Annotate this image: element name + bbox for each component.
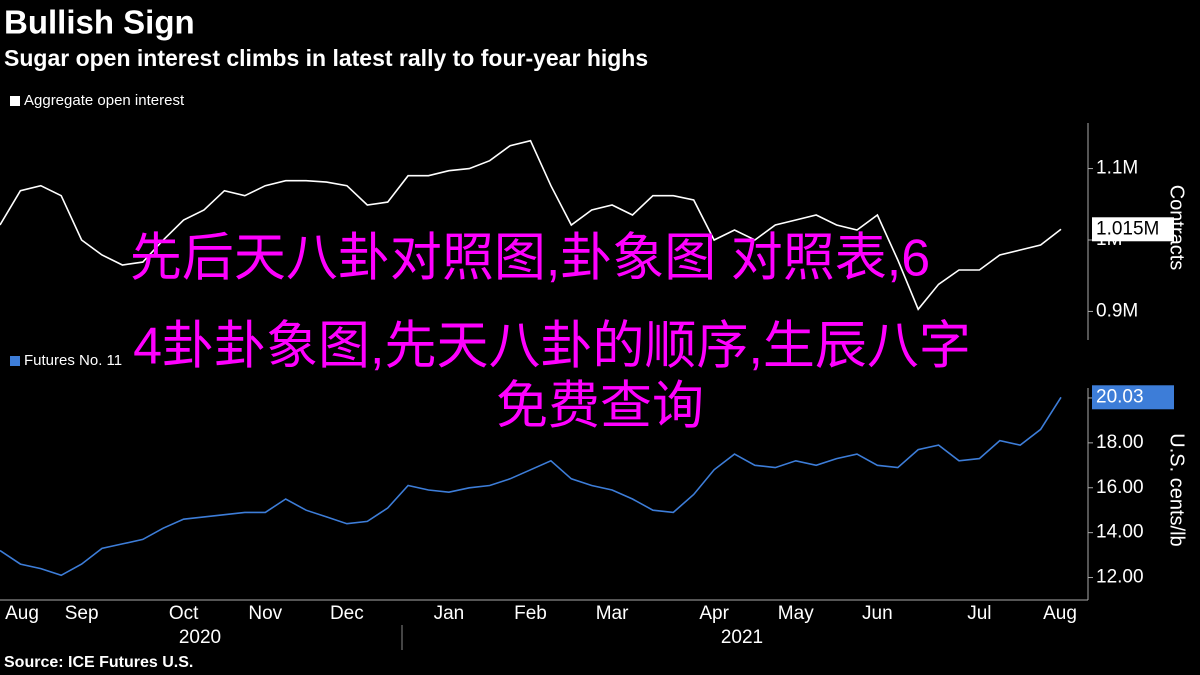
x-tick-label: Oct bbox=[169, 603, 199, 624]
overlay-text: 先后天八卦对照图,卦象图 对照表,6 bbox=[130, 230, 930, 288]
overlay-text: 4卦卦象图,先天八卦的顺序,生辰八字 bbox=[133, 318, 971, 376]
x-tick-label: May bbox=[778, 603, 814, 624]
year-label: 2021 bbox=[721, 627, 763, 648]
overlay-text: 免费查询 bbox=[496, 378, 704, 436]
last-value-label: 20.03 bbox=[1096, 386, 1144, 407]
y-tick-label: 16.00 bbox=[1096, 477, 1144, 498]
x-tick-label: Nov bbox=[248, 603, 282, 624]
legend-swatch bbox=[10, 356, 20, 366]
line-series bbox=[0, 396, 1062, 577]
x-tick-label: Apr bbox=[699, 603, 729, 624]
x-tick-label: Aug bbox=[5, 603, 39, 624]
last-value-label: 1.015M bbox=[1096, 218, 1159, 239]
x-tick-label: Aug bbox=[1043, 603, 1077, 624]
y-tick-label: 12.00 bbox=[1096, 567, 1144, 588]
y-tick-label: 18.00 bbox=[1096, 432, 1144, 453]
last-value-box bbox=[1092, 217, 1174, 242]
x-tick-label: Jun bbox=[862, 603, 893, 624]
legend-label: Aggregate open interest bbox=[24, 92, 185, 109]
x-tick-label: Sep bbox=[65, 603, 99, 624]
y-axis-label: U.S. cents/lb bbox=[1166, 433, 1188, 546]
legend-swatch bbox=[10, 96, 20, 106]
source: Source: ICE Futures U.S. bbox=[4, 654, 193, 671]
chart-title: Bullish Sign bbox=[4, 4, 195, 41]
x-tick-label: Jul bbox=[967, 603, 991, 624]
y-tick-label: 0.9M bbox=[1096, 300, 1138, 321]
last-value-box bbox=[1092, 385, 1174, 410]
x-tick-label: Jan bbox=[434, 603, 465, 624]
y-axis-label: Contracts bbox=[1166, 185, 1188, 271]
x-tick-label: Feb bbox=[514, 603, 547, 624]
x-tick-label: Dec bbox=[330, 603, 364, 624]
year-label: 2020 bbox=[179, 627, 221, 648]
legend-label: Futures No. 11 bbox=[24, 352, 122, 369]
line-series bbox=[0, 139, 1062, 311]
y-tick-label: 14.00 bbox=[1096, 522, 1144, 543]
x-tick-label: Mar bbox=[596, 603, 629, 624]
y-tick-label: 1.1M bbox=[1096, 158, 1138, 179]
chart-subtitle: Sugar open interest climbs in latest ral… bbox=[4, 45, 648, 71]
